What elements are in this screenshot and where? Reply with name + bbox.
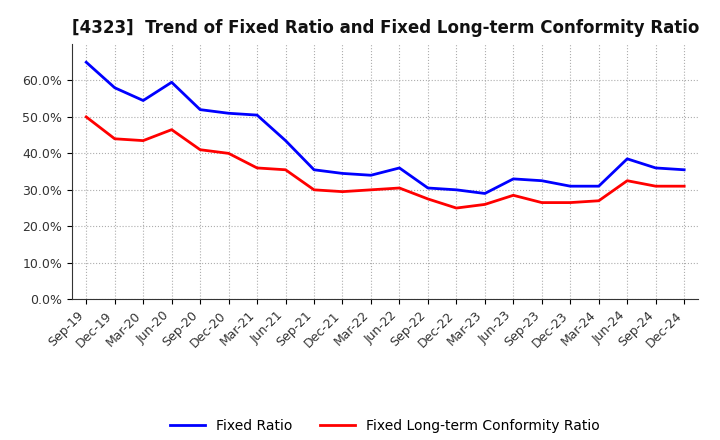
Fixed Ratio xyxy=(167,80,176,85)
Line: Fixed Ratio: Fixed Ratio xyxy=(86,62,684,194)
Fixed Long-term Conformity Ratio xyxy=(566,200,575,205)
Fixed Long-term Conformity Ratio xyxy=(480,202,489,207)
Fixed Ratio xyxy=(423,185,432,191)
Fixed Ratio xyxy=(452,187,461,192)
Fixed Long-term Conformity Ratio xyxy=(537,200,546,205)
Fixed Ratio xyxy=(509,176,518,182)
Fixed Ratio xyxy=(652,165,660,171)
Fixed Ratio xyxy=(110,85,119,90)
Fixed Ratio xyxy=(225,110,233,116)
Fixed Long-term Conformity Ratio xyxy=(110,136,119,141)
Fixed Ratio xyxy=(566,183,575,189)
Fixed Ratio xyxy=(82,59,91,65)
Fixed Long-term Conformity Ratio xyxy=(139,138,148,143)
Line: Fixed Long-term Conformity Ratio: Fixed Long-term Conformity Ratio xyxy=(86,117,684,208)
Legend: Fixed Ratio, Fixed Long-term Conformity Ratio: Fixed Ratio, Fixed Long-term Conformity … xyxy=(165,413,606,438)
Fixed Long-term Conformity Ratio xyxy=(310,187,318,192)
Fixed Long-term Conformity Ratio xyxy=(395,185,404,191)
Fixed Ratio xyxy=(253,113,261,118)
Fixed Ratio xyxy=(480,191,489,196)
Fixed Ratio xyxy=(537,178,546,183)
Fixed Long-term Conformity Ratio xyxy=(623,178,631,183)
Fixed Ratio xyxy=(338,171,347,176)
Fixed Long-term Conformity Ratio xyxy=(196,147,204,152)
Fixed Long-term Conformity Ratio xyxy=(253,165,261,171)
Fixed Ratio xyxy=(366,172,375,178)
Fixed Long-term Conformity Ratio xyxy=(452,205,461,211)
Fixed Long-term Conformity Ratio xyxy=(366,187,375,192)
Fixed Ratio xyxy=(395,165,404,171)
Fixed Long-term Conformity Ratio xyxy=(167,127,176,132)
Fixed Ratio xyxy=(282,138,290,143)
Fixed Long-term Conformity Ratio xyxy=(282,167,290,172)
Title: [4323]  Trend of Fixed Ratio and Fixed Long-term Conformity Ratio: [4323] Trend of Fixed Ratio and Fixed Lo… xyxy=(71,19,699,37)
Fixed Ratio xyxy=(623,156,631,161)
Fixed Long-term Conformity Ratio xyxy=(338,189,347,194)
Fixed Ratio xyxy=(310,167,318,172)
Fixed Long-term Conformity Ratio xyxy=(652,183,660,189)
Fixed Ratio xyxy=(196,107,204,112)
Fixed Ratio xyxy=(680,167,688,172)
Fixed Long-term Conformity Ratio xyxy=(595,198,603,203)
Fixed Long-term Conformity Ratio xyxy=(225,151,233,156)
Fixed Long-term Conformity Ratio xyxy=(82,114,91,120)
Fixed Long-term Conformity Ratio xyxy=(680,183,688,189)
Fixed Long-term Conformity Ratio xyxy=(423,196,432,202)
Fixed Ratio xyxy=(595,183,603,189)
Fixed Ratio xyxy=(139,98,148,103)
Fixed Long-term Conformity Ratio xyxy=(509,193,518,198)
